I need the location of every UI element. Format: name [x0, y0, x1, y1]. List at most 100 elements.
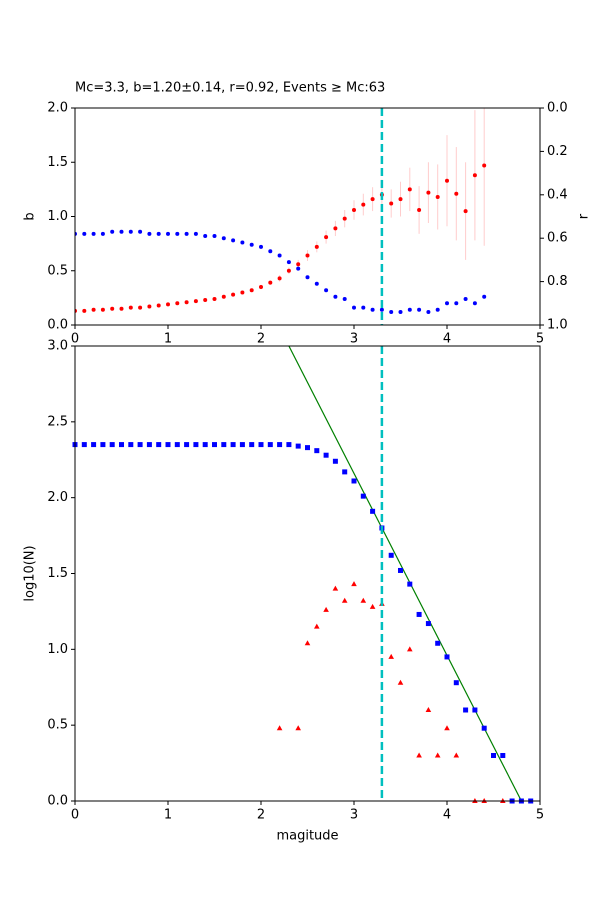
point	[463, 296, 468, 301]
y2-tick-label: 0.0	[547, 101, 568, 116]
point	[296, 262, 301, 267]
point	[388, 653, 394, 659]
point	[138, 305, 143, 310]
point	[482, 163, 487, 168]
point	[333, 294, 338, 299]
point	[203, 298, 208, 303]
chart-title: Mc=3.3, b=1.20±0.14, r=0.92, Events ≥ Mc…	[75, 81, 385, 96]
point	[425, 707, 432, 712]
point	[407, 307, 412, 312]
x-tick-label: 0	[71, 808, 79, 823]
point	[472, 707, 478, 713]
point	[286, 260, 291, 265]
point	[110, 306, 115, 311]
point	[407, 581, 413, 587]
point	[370, 307, 375, 312]
y2-tick-label: 0.2	[547, 144, 568, 159]
point	[398, 567, 403, 573]
point	[360, 597, 367, 603]
y-tick-label: 2.5	[47, 414, 68, 429]
point	[426, 309, 431, 314]
point	[165, 442, 171, 448]
x-tick-label: 3	[350, 332, 358, 347]
point	[361, 305, 366, 310]
point	[361, 202, 366, 207]
axes-frame	[74, 107, 541, 326]
point	[231, 238, 236, 243]
point	[202, 442, 208, 448]
point	[407, 646, 413, 652]
point	[91, 231, 96, 236]
point	[156, 231, 161, 236]
point	[119, 229, 124, 234]
point	[314, 244, 319, 249]
point	[268, 249, 273, 254]
point	[351, 478, 357, 484]
point	[166, 302, 170, 307]
y-axis-label: b	[23, 212, 38, 220]
point	[193, 299, 198, 304]
y-tick-label: 0.0	[47, 318, 68, 333]
y2-tick-label: 0.8	[547, 274, 568, 289]
point	[305, 253, 310, 258]
point	[323, 452, 329, 458]
point	[314, 623, 320, 629]
point	[259, 244, 263, 249]
point	[407, 187, 412, 192]
point	[175, 231, 180, 236]
point	[119, 306, 124, 311]
point	[352, 207, 356, 212]
x-tick-label: 5	[536, 808, 544, 823]
point	[277, 442, 283, 448]
point	[417, 207, 422, 212]
y-tick-label: 2.0	[47, 101, 68, 116]
point	[444, 725, 450, 731]
point	[481, 725, 487, 731]
point	[360, 493, 366, 499]
point	[184, 300, 189, 305]
point	[221, 442, 227, 448]
point	[267, 442, 273, 448]
point	[249, 288, 254, 293]
y2-tick-label: 0.6	[547, 231, 568, 246]
point	[500, 753, 506, 758]
point	[286, 268, 291, 273]
point	[91, 442, 97, 448]
point	[324, 288, 329, 293]
y-tick-label: 1.5	[47, 566, 68, 581]
point	[175, 301, 180, 306]
point	[426, 190, 431, 195]
point	[147, 304, 152, 309]
point	[398, 309, 403, 314]
fit-line	[288, 346, 522, 801]
y-tick-label: 2.0	[47, 490, 68, 505]
point	[351, 581, 357, 587]
point	[304, 640, 311, 646]
point	[445, 301, 449, 306]
y2-axis-label: r	[577, 213, 592, 219]
point	[128, 305, 133, 310]
point	[277, 253, 282, 258]
point	[453, 680, 459, 686]
point	[221, 294, 226, 299]
point	[324, 235, 329, 240]
point	[472, 173, 477, 178]
point	[268, 280, 273, 285]
point	[128, 229, 133, 234]
point	[184, 442, 190, 448]
point	[156, 303, 161, 308]
point	[91, 307, 96, 312]
point	[370, 508, 376, 514]
x-tick-label: 5	[536, 332, 544, 347]
point	[295, 725, 301, 731]
x-tick-label: 4	[443, 332, 451, 347]
x-tick-label: 3	[350, 808, 358, 823]
point	[138, 229, 143, 234]
subplot: 0 1 2 3 4 5 0.0 0.5 1.0 1.5 2.0 0.0 0.2 0.4 0.6 0.8 1.0 M…	[23, 81, 592, 347]
plot-area	[75, 108, 487, 314]
point	[109, 442, 115, 448]
point	[435, 194, 440, 199]
point	[463, 209, 468, 214]
point	[240, 240, 245, 245]
